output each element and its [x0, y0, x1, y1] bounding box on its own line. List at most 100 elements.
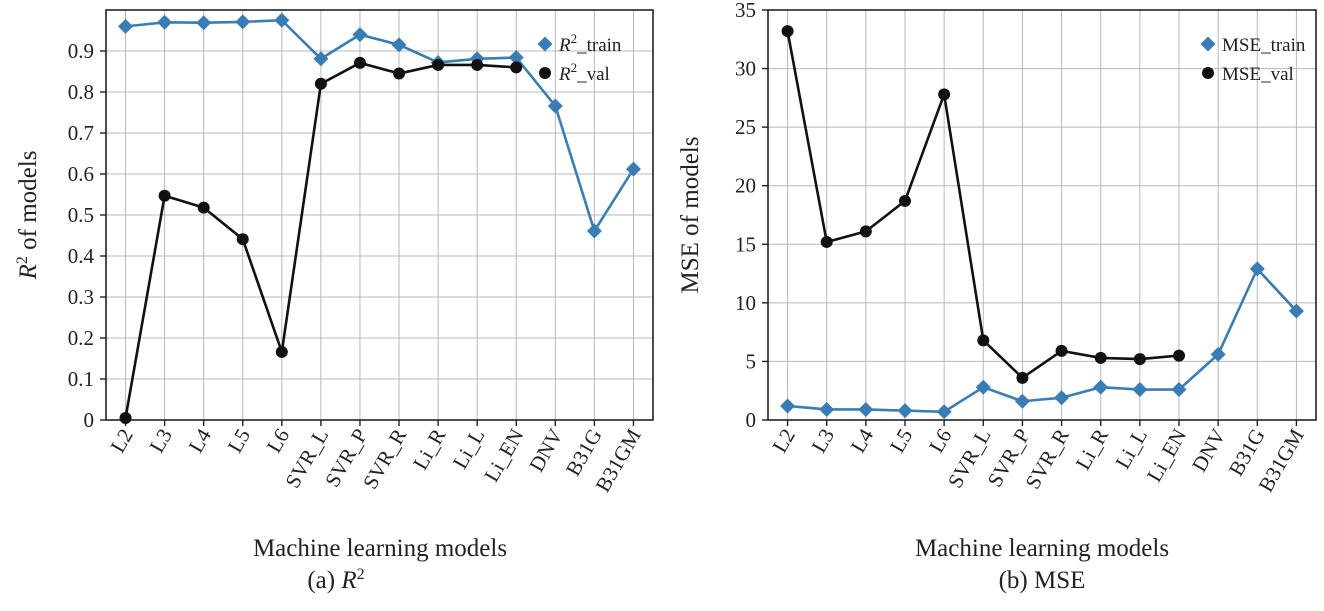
data-point-circle: [781, 25, 794, 38]
legend-marker-diamond: [537, 36, 553, 52]
data-point-diamond: [118, 18, 134, 34]
data-point-diamond: [1210, 346, 1226, 362]
data-point-circle: [1055, 344, 1068, 357]
legend-label: R2_val: [558, 60, 610, 85]
x-tick-label: L5: [885, 425, 917, 457]
legend-marker-diamond: [1200, 36, 1216, 52]
data-point-circle: [1094, 351, 1107, 364]
x-tick-label: Li_R: [408, 425, 450, 474]
data-point-diamond: [352, 27, 368, 43]
data-point-diamond: [391, 37, 407, 53]
x-tick-label: L3: [807, 425, 839, 457]
data-point-diamond: [819, 401, 835, 417]
text-span: _train: [576, 35, 622, 56]
data-point-diamond: [1132, 382, 1148, 398]
data-point-diamond: [196, 15, 212, 31]
data-point-diamond: [1171, 382, 1187, 398]
y-tick-label: 0: [746, 408, 757, 432]
data-point-diamond: [897, 403, 913, 419]
data-point-circle: [275, 345, 288, 358]
data-point-diamond: [625, 161, 641, 177]
y-tick-label: 0.2: [68, 326, 94, 350]
data-point-circle: [432, 58, 445, 71]
y-axis-label: R2 of models: [14, 151, 42, 281]
data-point-diamond: [313, 51, 329, 67]
text-span: MSE_val: [1222, 64, 1294, 85]
text-span: of models: [15, 151, 42, 257]
x-tick-label: L4: [184, 424, 217, 457]
x-tick-label: L5: [223, 425, 255, 457]
data-point-circle: [510, 61, 523, 74]
y-tick-label: 0.4: [68, 244, 95, 268]
data-point-circle: [393, 67, 406, 80]
x-tick-label: Li_R: [1071, 425, 1113, 474]
panel-r2-chart: 00.10.20.30.40.50.60.70.80.9L2 L3 L4 L5 L6SV…: [14, 9, 654, 594]
data-point-circle: [1016, 371, 1029, 384]
y-tick-label: 20: [735, 174, 756, 198]
text-span: (b): [999, 567, 1034, 594]
y-tick-label: 0.1: [68, 367, 94, 391]
panel-caption: (a) R2: [307, 566, 364, 594]
y-tick-label: 0: [84, 408, 95, 432]
data-point-diamond: [157, 14, 173, 30]
text-span: R: [15, 264, 42, 280]
plot-frame: [767, 9, 1317, 421]
y-tick-label: 30: [735, 57, 756, 81]
x-tick-label: Li_EN: [1142, 425, 1191, 486]
text-span: 2: [14, 256, 31, 264]
data-point-diamond: [1054, 390, 1070, 406]
data-point-diamond: [1249, 261, 1265, 277]
x-axis-label: Machine learning models: [253, 535, 507, 562]
legend-label: MSE_val: [1222, 64, 1294, 85]
data-point-circle: [236, 233, 249, 246]
x-tick-label: Li_EN: [479, 425, 528, 486]
text-span: R: [558, 64, 571, 85]
y-tick-label: 0.9: [68, 39, 94, 63]
text-span: (a): [307, 567, 341, 594]
data-point-diamond: [586, 223, 602, 239]
data-point-diamond: [936, 404, 952, 420]
x-tick-label: L3: [144, 425, 176, 457]
data-point-circle: [353, 56, 366, 69]
data-point-circle: [471, 58, 484, 71]
y-axis-label: MSE of models: [677, 137, 704, 294]
data-point-circle: [1173, 349, 1185, 362]
data-point-circle: [197, 201, 210, 214]
x-tick-label: L2: [767, 425, 799, 457]
legend-marker-circle: [1202, 67, 1214, 79]
data-point-circle: [938, 88, 951, 101]
legend-label: R2_train: [558, 31, 622, 56]
data-point-circle: [1133, 353, 1146, 366]
data-point-circle: [859, 225, 872, 238]
text-span: MSE_train: [1222, 35, 1306, 56]
data-point-diamond: [1093, 379, 1109, 395]
data-point-diamond: [508, 50, 524, 66]
data-point-diamond: [858, 401, 874, 417]
y-tick-label: 10: [735, 291, 756, 315]
series-line-0: [787, 267, 1298, 414]
text-span: R: [340, 567, 356, 594]
x-tick-label: L2: [105, 425, 137, 457]
legend-marker-circle: [539, 67, 551, 79]
x-tick-label: L6: [924, 425, 956, 457]
data-point-diamond: [274, 12, 290, 28]
text-span: R: [558, 35, 571, 56]
x-tick-label: L4: [846, 424, 879, 457]
text-span: 2: [357, 566, 365, 583]
data-point-diamond: [1288, 303, 1304, 319]
text-span: MSE of models: [677, 137, 704, 294]
text-span: 2: [571, 60, 578, 75]
y-tick-label: 25: [735, 115, 756, 139]
text-span: MSE: [1034, 567, 1085, 594]
y-tick-label: 0.5: [68, 203, 94, 227]
y-tick-label: 0.6: [68, 162, 94, 186]
data-point-diamond: [975, 379, 991, 395]
legend-label: MSE_train: [1222, 35, 1306, 56]
y-tick-label: 5: [746, 349, 757, 373]
text-span: 2: [571, 31, 578, 46]
y-tick-label: 0.7: [68, 121, 94, 145]
y-tick-label: 35: [735, 0, 756, 22]
data-point-diamond: [780, 398, 796, 414]
